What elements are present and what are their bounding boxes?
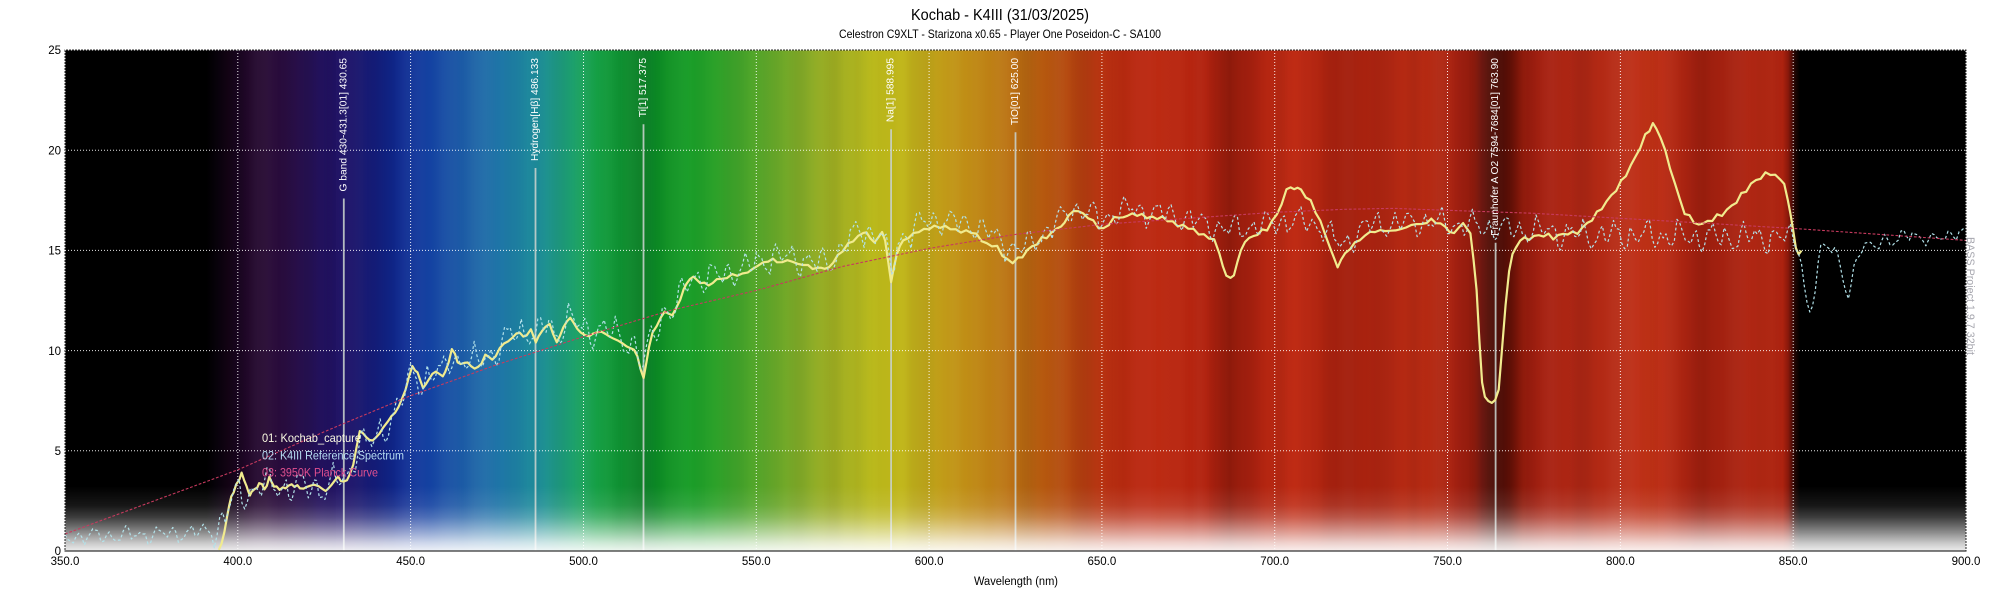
svg-text:TiO[01] 625.00: TiO[01] 625.00	[1010, 58, 1021, 126]
svg-text:850.0: 850.0	[1779, 556, 1808, 568]
svg-text:550.0: 550.0	[742, 556, 771, 568]
svg-text:Ti[1] 517.375: Ti[1] 517.375	[638, 58, 649, 118]
svg-text:15: 15	[48, 246, 61, 258]
svg-text:400.0: 400.0	[223, 556, 252, 568]
svg-text:450.0: 450.0	[396, 556, 425, 568]
svg-text:Fraunhofer A O2 7594-7684[01]: Fraunhofer A O2 7594-7684[01] 763.90	[1490, 58, 1501, 236]
svg-text:900.0: 900.0	[1952, 556, 1981, 568]
svg-text:500.0: 500.0	[569, 556, 598, 568]
svg-text:Na[1] 588.995: Na[1] 588.995	[886, 58, 897, 123]
svg-text:Hydrogen[Hβ] 486.133: Hydrogen[Hβ] 486.133	[530, 58, 541, 161]
svg-text:03: 3950K Planck Curve: 03: 3950K Planck Curve	[262, 466, 378, 480]
svg-text:25: 25	[48, 45, 61, 57]
svg-text:750.0: 750.0	[1433, 556, 1462, 568]
svg-text:02: K4III Reference Spectrum: 02: K4III Reference Spectrum	[262, 449, 404, 463]
svg-text:5: 5	[55, 446, 61, 458]
svg-text:BASS Project 1.9.7 32bit: BASS Project 1.9.7 32bit	[1964, 237, 1976, 355]
svg-text:01: Kochab_capture: 01: Kochab_capture	[262, 431, 361, 445]
svg-text:Celestron C9XLT - Starizona x0: Celestron C9XLT - Starizona x0.65 - Play…	[839, 27, 1161, 41]
svg-text:Wavelength (nm): Wavelength (nm)	[974, 576, 1058, 588]
svg-text:800.0: 800.0	[1606, 556, 1635, 568]
svg-text:G band 430-431.3[01] 430.65: G band 430-431.3[01] 430.65	[338, 58, 349, 192]
svg-text:700.0: 700.0	[1260, 556, 1289, 568]
svg-text:600.0: 600.0	[915, 556, 944, 568]
svg-text:650.0: 650.0	[1088, 556, 1117, 568]
svg-text:0: 0	[55, 546, 61, 558]
svg-text:350.0: 350.0	[51, 556, 80, 568]
svg-text:20: 20	[48, 145, 61, 157]
svg-text:Kochab - K4III (31/03/2025): Kochab - K4III (31/03/2025)	[911, 7, 1089, 24]
svg-text:10: 10	[48, 346, 61, 358]
